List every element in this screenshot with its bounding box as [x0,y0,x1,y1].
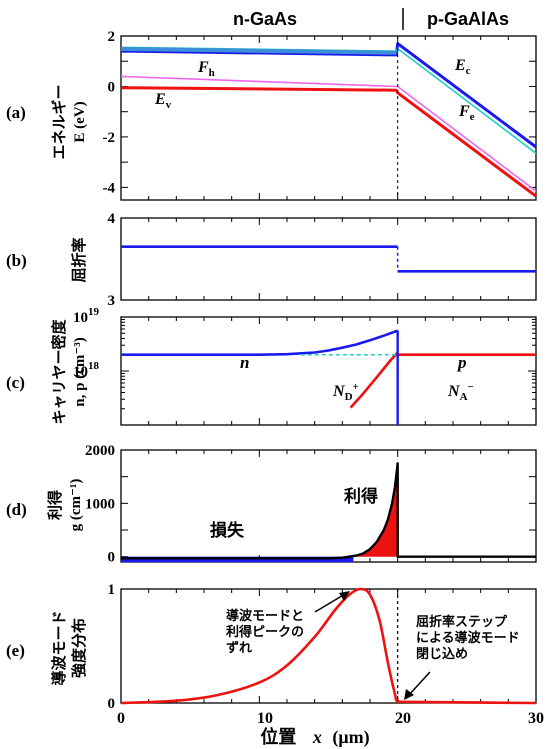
label-nd-sup: + [353,381,359,393]
plot-frame [120,217,537,301]
gain-fill [356,463,398,557]
label-nd: ND+ [332,381,359,403]
y-tick-label: 0 [108,79,116,95]
label-nd-sub: D [345,391,353,403]
x-tick-label: 10 [257,710,273,727]
x-tick-label: 0 [117,710,125,727]
y-tick-label: 1 [108,582,116,598]
series-ec [120,42,537,149]
y-tick-label: 0 [108,550,116,566]
annotation-peak: 導波モードと [226,608,304,623]
y-tick-label: 4 [108,211,116,227]
plot-frame [120,316,537,426]
label-ec-sub: c [466,65,471,77]
label-ec: Ec [454,57,471,77]
annotation-step: 屈折率ステップ [416,614,508,629]
y-axis-title: キャリヤー密度 [50,319,68,425]
annotation-step: による導波モード [416,630,520,645]
label-ev-main: E [154,91,166,108]
annotation-peak: ずれ [226,640,252,655]
y-axis-title: 利得 [46,490,64,520]
y-tick-label: 1018 [73,360,100,380]
label-ev-sub: v [166,99,172,111]
x-tick-label: 30 [528,710,544,727]
annotation-loss: 損失 [210,520,245,540]
y-tick-base: 10 [73,364,88,380]
y-tick-label: 2 [108,29,116,45]
y-axis-title: 強度分布 [70,618,88,678]
label-ev: Ev [154,91,172,111]
series-fe-band [120,46,397,55]
y-tick-label: 1019 [73,306,100,326]
label-na-main: N [447,383,461,400]
region-label-p: p-GaAlAs [427,9,509,29]
plot-frame [120,449,537,563]
arrow-peak [314,593,346,613]
panel-b: (b) 屈折率 4 3 [6,211,537,309]
y-tick-label: 2000 [85,443,115,459]
label-na-sup: − [468,381,474,393]
annotation-peak: 利得ピークの [226,624,304,639]
y-tick-exp: 18 [88,360,100,372]
arrow-step-head [404,689,414,700]
label-n: n [240,353,249,372]
panel-label: (c) [6,373,25,392]
y-tick-base: 10 [73,310,88,326]
label-fh: Fh [197,59,215,79]
y-tick-label: 3 [108,293,116,309]
y-tick-exp: 19 [88,306,100,318]
y-axis-title: 屈折率 [70,237,88,282]
y-tick-label: 1000 [85,496,115,512]
panel-label: (a) [6,103,26,122]
series-pnside [349,351,399,409]
series-fh [120,75,537,192]
y-axis-title: エネルギー [50,84,68,159]
y-axis-title: 導波モード [50,610,68,685]
arrow-peak-head [339,591,350,601]
label-na-sub: A [460,391,468,403]
label-fh-main: F [197,59,209,76]
label-fe: Fe [458,103,475,123]
arrow-step [407,671,431,697]
plot-frame [120,588,537,704]
label-ec-main: E [454,57,466,74]
annotation-step: 閉じ込め [416,646,468,661]
region-label-n: n-GaAs [233,9,297,29]
y-axis-title: n, p (cm⁻³) [72,337,88,407]
y-axis-title: E (eV) [72,101,88,142]
x-tick-label: 20 [395,710,411,727]
y-tick-label: -4 [103,180,116,196]
series-gain [121,462,536,560]
label-fe-main: F [458,103,470,120]
panel-label: (b) [6,251,27,270]
label-nd-main: N [332,383,346,400]
label-na: NA− [447,381,474,403]
plot-frame [120,35,537,201]
series-n [121,329,399,356]
x-axis-title: 位置 x (μm) [260,726,369,748]
panel-label: (e) [6,641,25,660]
panel-label: (d) [6,500,27,519]
label-fh-sub: h [209,67,215,79]
annotation-gain: 利得 [344,486,378,506]
label-p: p [456,353,467,372]
y-tick-label: 0 [108,696,116,712]
label-fe-sub: e [470,111,475,123]
series-ev [120,86,537,198]
y-axis-title: g (cm⁻¹) [68,479,84,532]
series-mode [120,587,537,705]
y-tick-label: -2 [103,130,116,146]
